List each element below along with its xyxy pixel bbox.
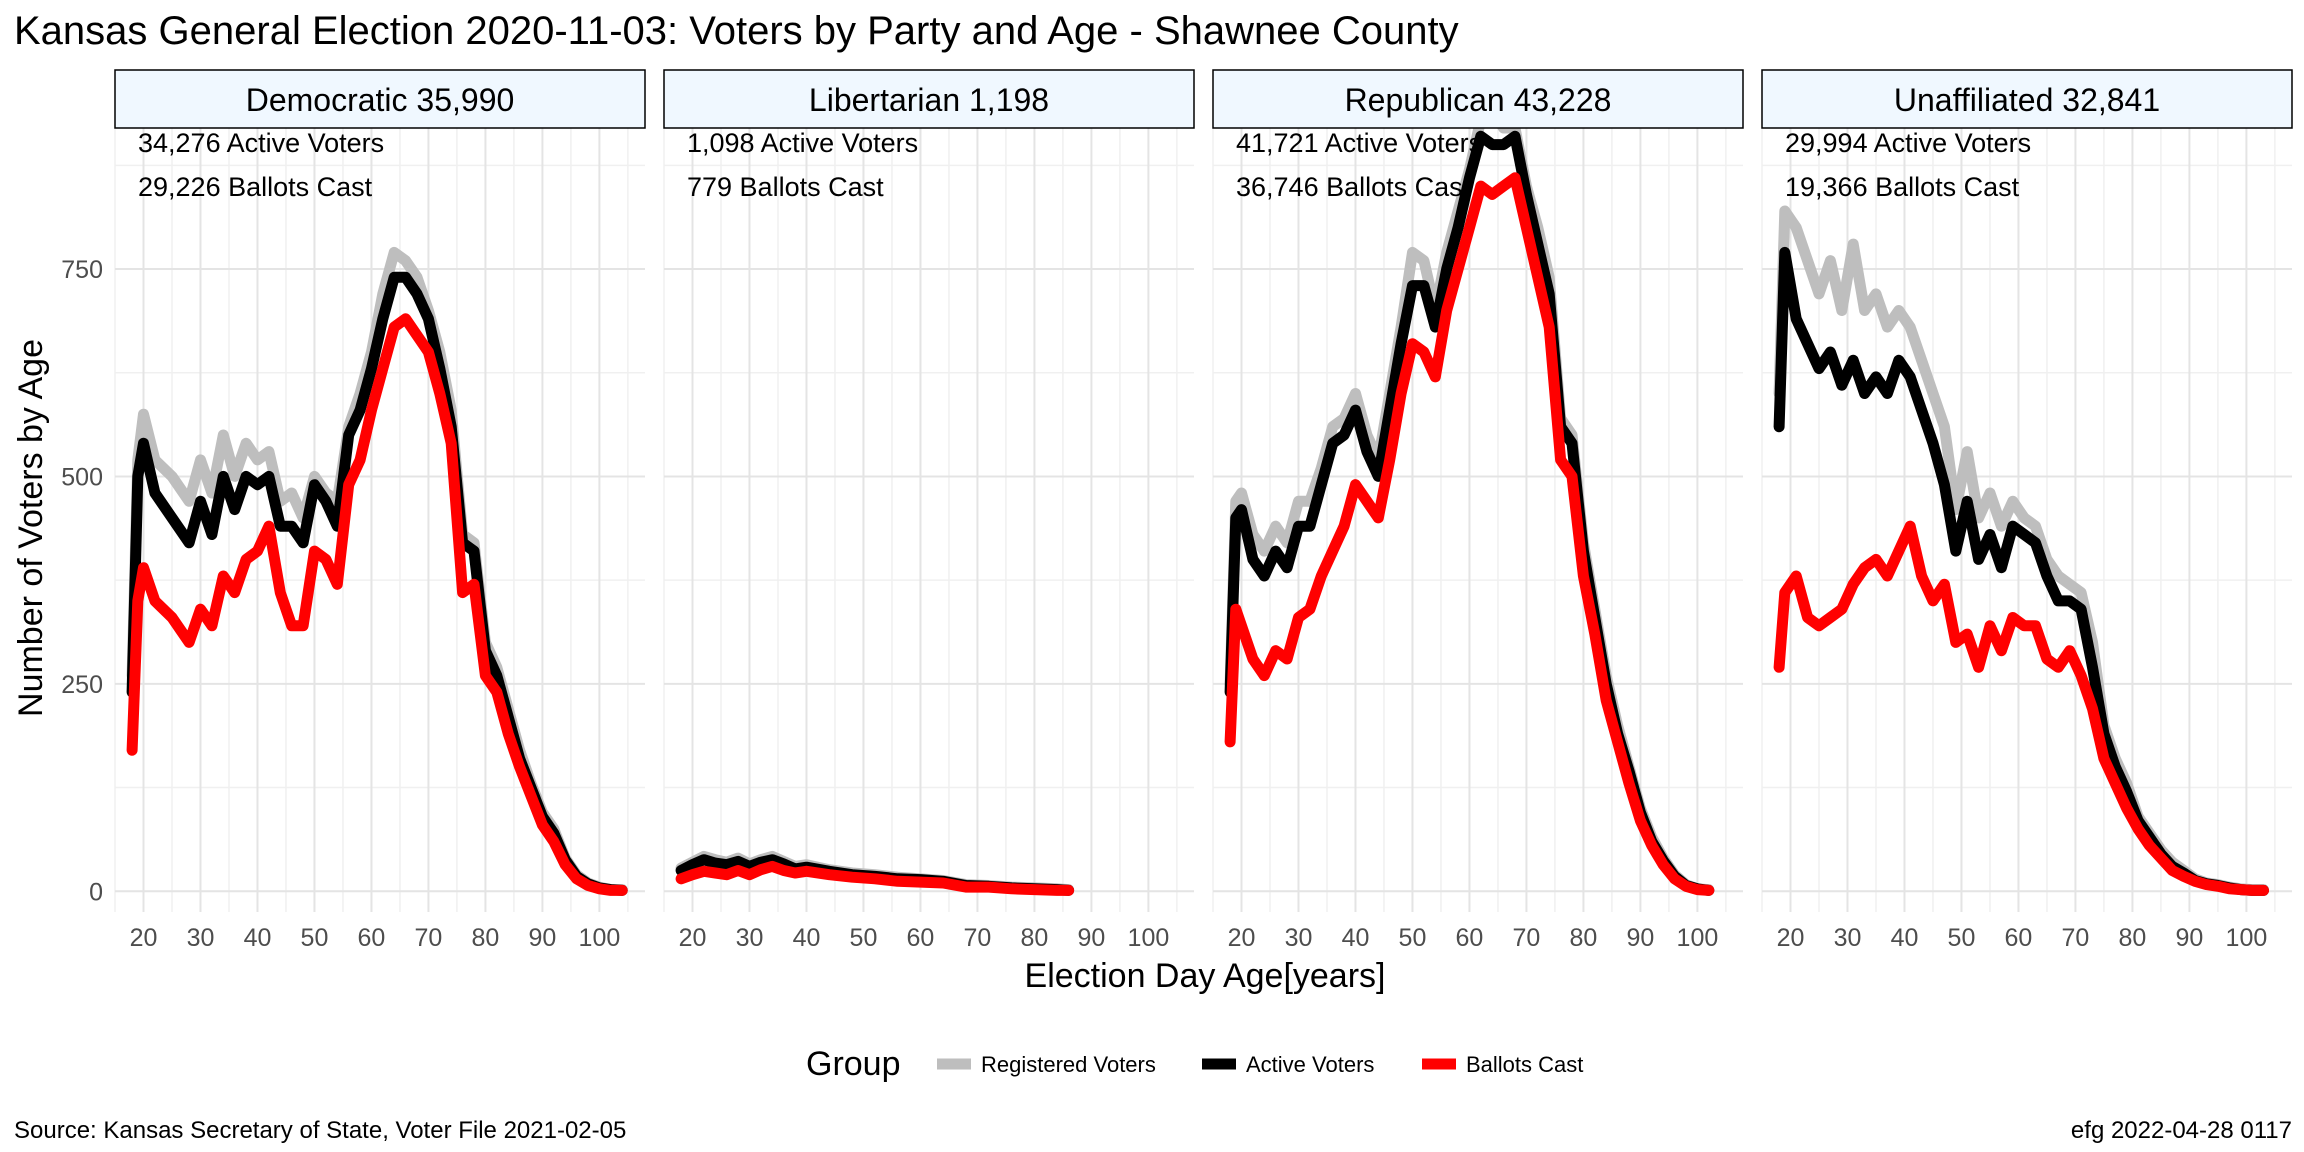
x-tick-label: 80: [472, 924, 500, 952]
x-tick-label: 40: [244, 924, 272, 952]
x-tick-label: 90: [1078, 924, 1106, 952]
x-axis-label: Election Day Age[years]: [1025, 957, 1386, 995]
x-tick-label: 100: [2226, 924, 2268, 952]
series-line: [675, 860, 1075, 896]
strip-label: Libertarian 1,198: [809, 82, 1049, 118]
series-line: [1773, 246, 2269, 896]
x-tick-label: 70: [964, 924, 992, 952]
panel-annotation: 34,276 Active Voters: [138, 128, 384, 158]
panel-annotation: 1,098 Active Voters: [687, 128, 918, 158]
strip-box: [1761, 69, 2293, 129]
chart-title: Kansas General Election 2020-11-03: Vote…: [14, 9, 1459, 53]
legend: Group Registered Voters Active Voters Ball…: [806, 1045, 1583, 1083]
x-tick-label: 50: [1948, 924, 1976, 952]
x-tick-label: 60: [2005, 924, 2033, 952]
y-tick-label: 250: [61, 671, 103, 699]
panel-2: Libertarian 1,198 1,098 Active Voters 779 …: [663, 69, 1195, 952]
x-tick-label: 30: [187, 924, 215, 952]
strip-box: [1212, 69, 1744, 129]
panel-1: Democratic 35,990 34,276 Active Voters 29,…: [61, 69, 646, 952]
series-line: [1224, 172, 1715, 896]
x-tick-label: 50: [850, 924, 878, 952]
x-tick-label: 60: [358, 924, 386, 952]
x-tick-label: 90: [1627, 924, 1655, 952]
x-tick-label: 20: [1777, 924, 1805, 952]
legend-label: Registered Voters: [981, 1052, 1156, 1077]
x-tick-label: 60: [907, 924, 935, 952]
strip-label: Unaffiliated 32,841: [1894, 82, 2160, 118]
x-tick-label: 40: [1891, 924, 1919, 952]
strip-label: Republican 43,228: [1345, 82, 1612, 118]
x-tick-label: 70: [1513, 924, 1541, 952]
strip-box: [663, 69, 1195, 129]
x-tick-label: 100: [1677, 924, 1719, 952]
strip-label: Democratic 35,990: [246, 82, 515, 118]
x-tick-label: 90: [529, 924, 557, 952]
x-tick-label: 30: [1834, 924, 1862, 952]
legend-keys: Registered Voters Active Voters Ballots Ca…: [937, 1052, 1583, 1077]
x-tick-label: 20: [679, 924, 707, 952]
x-tick-label: 90: [2176, 924, 2204, 952]
y-tick-label: 0: [89, 878, 103, 906]
strip-box: [114, 69, 646, 129]
panel-annotation: 41,721 Active Voters: [1236, 128, 1482, 158]
panel-annotation: 19,366 Ballots Cast: [1785, 172, 2020, 202]
x-tick-label: 60: [1456, 924, 1484, 952]
y-axis-label: Number of Voters by Age: [12, 339, 50, 717]
x-tick-label: 100: [1128, 924, 1170, 952]
y-tick-label: 500: [61, 463, 103, 491]
series-line: [126, 313, 628, 896]
legend-title: Group: [806, 1045, 901, 1083]
x-tick-label: 80: [1570, 924, 1598, 952]
panel-annotation: 779 Ballots Cast: [687, 172, 884, 202]
x-tick-label: 20: [130, 924, 158, 952]
panel-3: Republican 43,228 41,721 Active Voters 36,…: [1212, 69, 1744, 952]
x-tick-label: 30: [1285, 924, 1313, 952]
x-tick-label: 20: [1228, 924, 1256, 952]
x-tick-label: 50: [301, 924, 329, 952]
panel-4: Unaffiliated 32,841 29,994 Active Voters 1…: [1761, 69, 2293, 952]
y-tick-label: 750: [61, 256, 103, 284]
x-tick-label: 40: [793, 924, 821, 952]
timestamp-caption: efg 2022-04-28 0117: [2071, 1117, 2292, 1144]
facet-panels: Democratic 35,990 34,276 Active Voters 29,…: [61, 69, 2293, 952]
x-tick-label: 80: [2119, 924, 2147, 952]
x-tick-label: 100: [579, 924, 621, 952]
x-tick-label: 70: [415, 924, 443, 952]
panel-annotation: 36,746 Ballots Cast: [1236, 172, 1471, 202]
x-tick-label: 30: [736, 924, 764, 952]
x-tick-label: 80: [1021, 924, 1049, 952]
legend-label: Active Voters: [1246, 1052, 1374, 1077]
panel-annotation: 29,994 Active Voters: [1785, 128, 2031, 158]
panel-annotation: 29,226 Ballots Cast: [138, 172, 373, 202]
source-caption: Source: Kansas Secretary of State, Voter…: [14, 1117, 626, 1144]
x-tick-label: 40: [1342, 924, 1370, 952]
x-tick-label: 70: [2062, 924, 2090, 952]
legend-label: Ballots Cast: [1466, 1052, 1583, 1077]
series-line: [1773, 520, 2269, 896]
x-tick-label: 50: [1399, 924, 1427, 952]
